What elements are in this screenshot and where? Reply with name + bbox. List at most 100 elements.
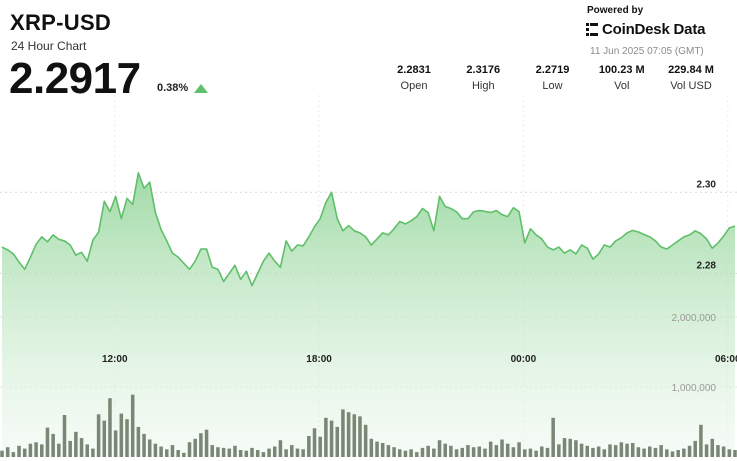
volume-bar [176, 450, 180, 457]
volume-bar [62, 415, 67, 457]
volume-bar [676, 450, 680, 457]
stat-open: 2.2831 Open [380, 64, 448, 92]
volume-bar [608, 444, 612, 457]
stat-value: 100.23 M [598, 64, 645, 76]
volume-bar [699, 424, 703, 457]
volume-bar [574, 440, 578, 457]
volume-bar [130, 394, 135, 457]
volume-bar [182, 452, 186, 457]
volume-bar [682, 448, 686, 457]
volume-bar [136, 426, 141, 457]
volume-bar [369, 438, 374, 457]
volume-bar [630, 443, 635, 457]
volume-bar [704, 444, 709, 457]
volume-bar [250, 447, 254, 457]
volume-bar [551, 417, 555, 457]
volume-bar [28, 443, 33, 457]
volume-bar [301, 449, 305, 457]
volume-bars [0, 394, 737, 457]
volume-bar [68, 440, 72, 457]
volume-bar [199, 433, 203, 457]
volume-bar [494, 445, 499, 457]
stat-value: 229.84 M [668, 64, 714, 76]
volume-bar [568, 438, 572, 457]
volume-bar [579, 443, 584, 457]
volume-bar [295, 448, 300, 457]
volume-tick-label: 2,000,000 [672, 313, 717, 324]
volume-bar [420, 447, 425, 457]
volume-bar [221, 447, 226, 457]
price-area [2, 172, 735, 457]
volume-bar [653, 447, 658, 457]
current-price: 2.2917 [9, 54, 141, 103]
volume-bar [642, 448, 646, 457]
volume-bar [261, 452, 266, 457]
volume-bar [483, 448, 487, 457]
stat-label: Vol USD [670, 80, 712, 92]
volume-bar [244, 450, 249, 457]
volume-bar [386, 445, 391, 457]
volume-bar [528, 448, 533, 457]
volume-bar [193, 438, 197, 457]
volume-bar [693, 440, 697, 457]
stat-vol: 100.23 M Vol [588, 64, 656, 92]
stat-high: 2.3176 High [449, 64, 517, 92]
time-tick-label: 06:00 [715, 354, 737, 365]
stat-vol-usd: 229.84 M Vol USD [657, 64, 725, 92]
coindesk-data-logo: CoinDesk Data [586, 21, 705, 38]
volume-bar [375, 441, 379, 457]
volume-bar [488, 441, 493, 457]
volume-bar [665, 449, 669, 457]
volume-bar [733, 450, 737, 457]
volume-bar [96, 414, 101, 457]
price-tick-label: 2.28 [697, 260, 717, 271]
volume-bar [341, 409, 345, 457]
volume-bar [0, 450, 4, 457]
powered-by-label: Powered by [587, 5, 644, 16]
stat-value: 2.3176 [466, 64, 501, 76]
volume-bar [227, 448, 232, 457]
volume-bar [648, 446, 652, 457]
volume-bar [74, 431, 78, 457]
volume-bar [443, 443, 447, 457]
volume-bar [142, 433, 146, 457]
axis-ticks: 2.28 2.30 1,000,000 2,000,000 12:00 18:00 00:0… [102, 179, 737, 394]
volume-bar [335, 426, 340, 457]
volume-bar [102, 420, 107, 457]
volume-bar [432, 448, 436, 457]
volume-bar [318, 436, 322, 457]
stat-label: Vol [614, 80, 630, 92]
volume-bar [415, 452, 419, 457]
volume-bar [170, 445, 175, 457]
volume-bar [613, 445, 618, 457]
volume-bar [238, 450, 243, 457]
volume-bar [153, 443, 158, 457]
volume-bar [233, 445, 237, 457]
volume-bar [312, 428, 317, 457]
chart-subtitle: 24 Hour Chart [11, 39, 87, 53]
volume-bar [363, 424, 368, 457]
volume-bar [721, 446, 726, 457]
volume-bar [17, 445, 21, 457]
volume-bar [165, 449, 169, 457]
volume-bar [5, 447, 10, 457]
volume-bar [523, 449, 527, 457]
volume-bar [397, 449, 402, 457]
volume-bar [34, 442, 38, 457]
volume-bar [727, 449, 732, 457]
volume-bar [22, 448, 27, 457]
volume-bar [505, 443, 510, 457]
stats-row: 2.2831 Open 2.3176 High 2.2719 Low 100.2… [380, 64, 725, 92]
volume-bar [409, 449, 413, 457]
volume-bar [534, 450, 538, 457]
volume-bar [545, 447, 550, 457]
volume-bar [119, 413, 124, 457]
volume-bar [426, 445, 430, 457]
time-tick-label: 18:00 [306, 354, 332, 365]
volume-bar [477, 446, 482, 457]
volume-bar [710, 438, 715, 457]
volume-bar [449, 445, 453, 457]
volume-bar [403, 450, 408, 457]
volume-bar [511, 447, 516, 457]
